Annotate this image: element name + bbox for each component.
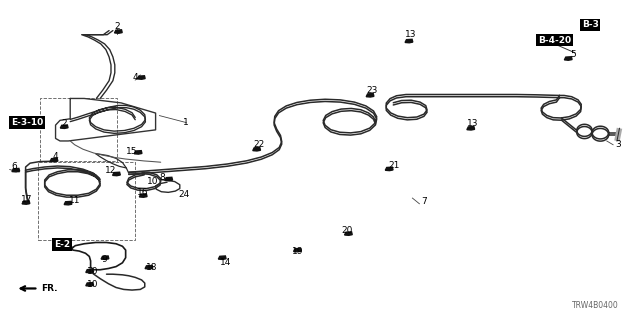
Text: 2: 2 xyxy=(61,119,67,128)
Polygon shape xyxy=(366,93,374,97)
Polygon shape xyxy=(405,39,413,43)
Text: 19: 19 xyxy=(292,247,303,257)
Polygon shape xyxy=(344,232,352,235)
Text: 17: 17 xyxy=(21,195,33,204)
Polygon shape xyxy=(86,269,93,273)
Text: 6: 6 xyxy=(12,163,17,172)
Text: 22: 22 xyxy=(254,140,265,149)
Text: 4: 4 xyxy=(52,152,58,161)
Text: 10: 10 xyxy=(87,281,99,290)
Polygon shape xyxy=(385,167,393,171)
Polygon shape xyxy=(218,256,226,260)
Text: E-2: E-2 xyxy=(54,240,70,249)
Polygon shape xyxy=(113,172,120,176)
Text: 12: 12 xyxy=(106,166,116,175)
Text: 11: 11 xyxy=(69,196,81,205)
Text: B-3: B-3 xyxy=(582,20,598,29)
Text: TRW4B0400: TRW4B0400 xyxy=(572,301,618,310)
Text: 9: 9 xyxy=(102,255,108,264)
Polygon shape xyxy=(12,168,20,172)
Text: 10: 10 xyxy=(87,267,99,276)
Text: 13: 13 xyxy=(467,119,479,128)
Polygon shape xyxy=(101,256,109,260)
Polygon shape xyxy=(134,151,142,154)
Text: 13: 13 xyxy=(405,30,417,39)
Text: 18: 18 xyxy=(146,263,157,272)
Polygon shape xyxy=(140,194,147,197)
Text: E-3-10: E-3-10 xyxy=(11,118,43,127)
Text: 21: 21 xyxy=(388,161,399,170)
Polygon shape xyxy=(86,283,93,286)
Text: FR.: FR. xyxy=(42,284,58,293)
Polygon shape xyxy=(115,30,122,33)
Text: 23: 23 xyxy=(367,86,378,95)
Text: 2: 2 xyxy=(115,22,120,31)
Polygon shape xyxy=(294,248,301,252)
Text: 4: 4 xyxy=(132,73,138,82)
Polygon shape xyxy=(253,148,260,151)
Text: 16: 16 xyxy=(137,188,148,197)
Text: 10: 10 xyxy=(147,177,159,186)
Polygon shape xyxy=(64,201,72,205)
Text: 8: 8 xyxy=(160,173,166,182)
Polygon shape xyxy=(145,266,153,269)
Polygon shape xyxy=(165,177,173,181)
Text: 3: 3 xyxy=(615,140,621,149)
Text: 5: 5 xyxy=(571,50,577,59)
Text: 24: 24 xyxy=(179,190,190,199)
Text: 14: 14 xyxy=(220,258,232,267)
Text: 15: 15 xyxy=(125,147,137,156)
Text: B-4-20: B-4-20 xyxy=(538,36,571,44)
Polygon shape xyxy=(22,201,30,204)
Polygon shape xyxy=(60,125,68,128)
Text: 20: 20 xyxy=(342,226,353,235)
Text: 7: 7 xyxy=(422,197,428,206)
Text: 1: 1 xyxy=(183,118,189,127)
Polygon shape xyxy=(138,76,145,79)
Polygon shape xyxy=(467,126,475,130)
Polygon shape xyxy=(564,57,572,60)
Polygon shape xyxy=(50,158,58,162)
